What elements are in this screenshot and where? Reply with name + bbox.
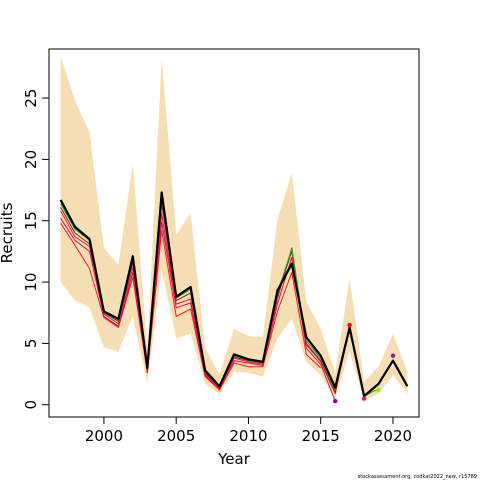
- y-tick-label-0: 0: [22, 400, 40, 410]
- y-tick-label-20: 20: [22, 150, 40, 169]
- x-tick-label-2005: 2005: [157, 427, 195, 445]
- y-tick-label-15: 15: [22, 211, 40, 230]
- endpoint-5: [390, 353, 396, 358]
- y-tick-label-10: 10: [22, 273, 40, 292]
- x-axis-label: Year: [217, 450, 251, 468]
- y-tick-label-5: 5: [22, 339, 40, 349]
- series-line-1: [59, 191, 409, 398]
- axes: 2000 2005 2010 2015 2020 0 5 10 15 20 25: [22, 89, 412, 445]
- y-axis-label: Recruits: [0, 202, 16, 263]
- plot-area: [59, 56, 409, 404]
- series-line-6: [60, 222, 322, 391]
- endpoint-3: [361, 396, 367, 401]
- chart-footnote: stockassessment.org, codkat2022_new, r15…: [358, 474, 477, 480]
- endpoint-4: [376, 387, 381, 393]
- x-tick-label-2015: 2015: [302, 427, 340, 445]
- confidence-band: [60, 56, 408, 400]
- x-tick-label-2020: 2020: [374, 427, 412, 445]
- series-line-3: [60, 203, 365, 399]
- x-tick-label-2000: 2000: [85, 427, 123, 445]
- plot-frame: [48, 48, 420, 418]
- endpoint-2: [347, 322, 352, 328]
- y-tick-label-25: 25: [22, 89, 40, 108]
- endpoint-1: [333, 398, 338, 404]
- x-tick-label-2010: 2010: [229, 427, 267, 445]
